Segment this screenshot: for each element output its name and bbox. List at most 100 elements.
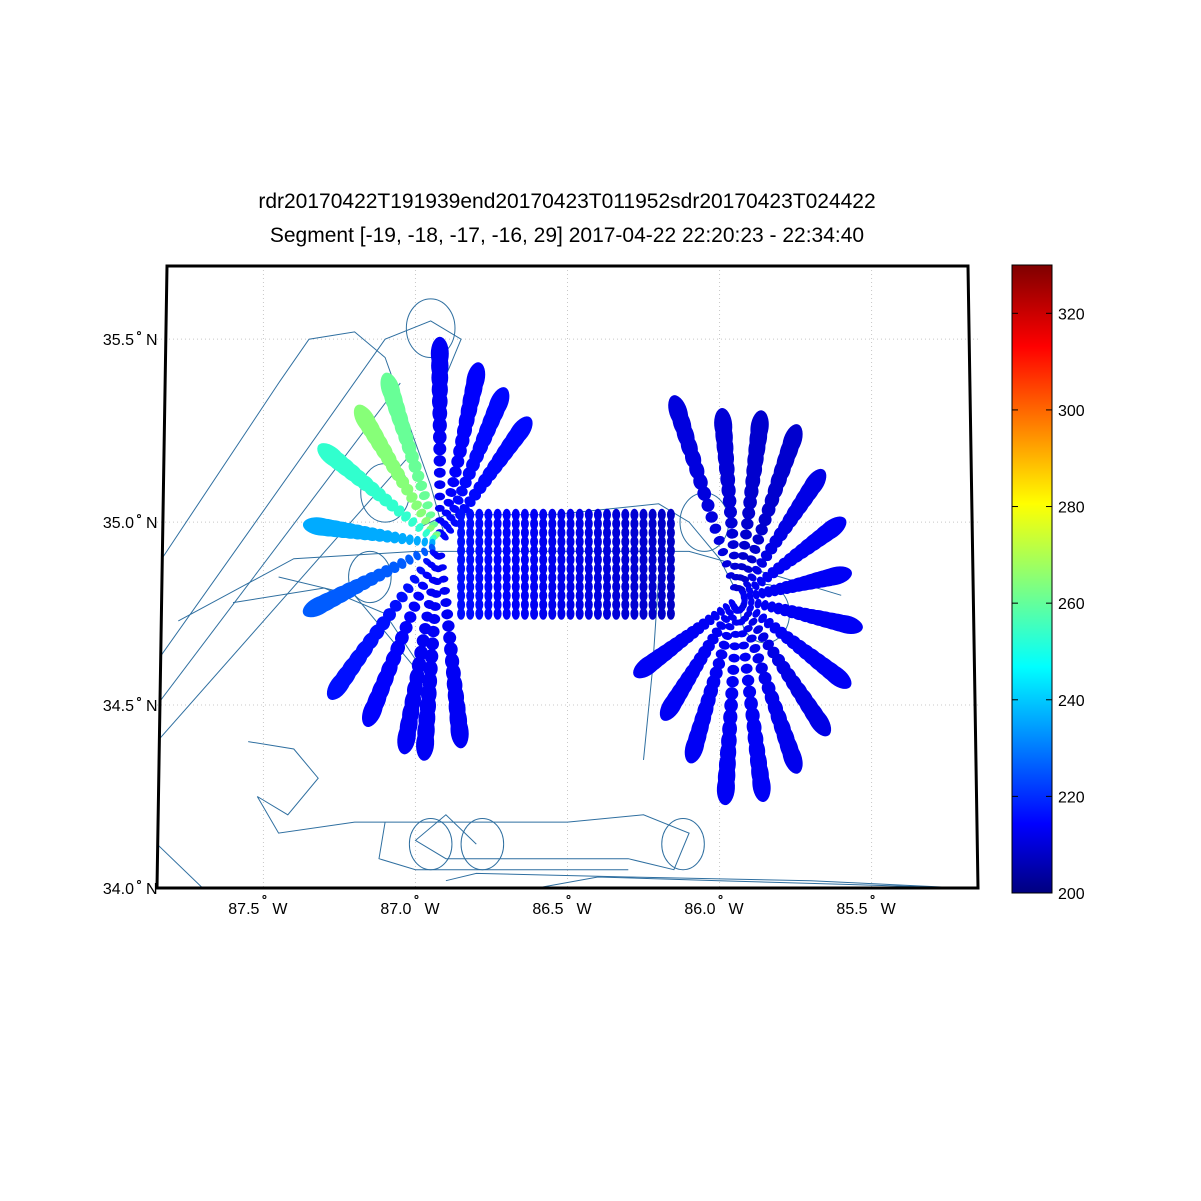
footprint	[630, 517, 639, 530]
footprint	[612, 598, 621, 611]
footprint	[743, 685, 757, 699]
footprint	[511, 508, 520, 521]
footprint	[466, 544, 475, 557]
flight-loop	[408, 817, 453, 871]
footprint	[584, 553, 593, 566]
footprint	[413, 535, 421, 546]
footprint	[502, 517, 511, 530]
footprint	[603, 562, 611, 575]
footprint	[731, 619, 741, 626]
footprint	[520, 508, 529, 521]
footprint	[621, 571, 630, 584]
footprint	[738, 641, 749, 650]
footprint	[415, 523, 424, 532]
footprint	[444, 642, 458, 657]
footprint	[716, 607, 725, 616]
footprint	[593, 571, 602, 584]
footprint	[593, 553, 602, 566]
scan-ray	[302, 543, 436, 618]
footprint	[726, 675, 739, 688]
footprint	[630, 544, 639, 557]
footprint	[484, 589, 493, 602]
footprint	[666, 589, 675, 602]
footprint	[539, 589, 548, 602]
scan-ray	[735, 607, 771, 803]
footprint	[530, 562, 539, 575]
footprint	[755, 662, 768, 675]
footprint	[648, 580, 657, 593]
footprint	[433, 455, 446, 467]
footprint	[493, 562, 502, 575]
chart-title-line1: rdr20170422T191939end20170423T011952sdr2…	[258, 190, 876, 213]
footprint	[603, 607, 611, 620]
footprint	[630, 598, 639, 611]
footprint	[408, 517, 418, 527]
footprint	[302, 594, 335, 618]
footprint	[449, 504, 460, 514]
footprint	[439, 586, 450, 595]
footprint	[621, 589, 630, 602]
footprint	[548, 535, 557, 548]
lon-hemisphere: W	[272, 901, 288, 918]
footprint	[447, 477, 460, 488]
footprint	[593, 517, 602, 530]
footprint	[666, 517, 675, 530]
footprint	[530, 508, 539, 521]
footprint	[418, 491, 430, 501]
footprint	[818, 566, 852, 586]
footprint	[557, 571, 566, 584]
footprint	[612, 544, 621, 557]
footprint	[520, 598, 529, 611]
footprint	[530, 598, 539, 611]
footprint	[493, 589, 502, 602]
footprint	[466, 607, 475, 620]
footprint	[466, 553, 475, 566]
footprint	[427, 625, 440, 638]
scan-ray	[633, 599, 736, 679]
footprint	[666, 544, 675, 557]
footprint	[466, 526, 475, 539]
footprint	[566, 571, 575, 584]
footprint	[475, 508, 484, 521]
footprint	[740, 663, 753, 674]
footprint	[709, 523, 722, 534]
footprint	[722, 603, 731, 612]
footprint	[584, 544, 593, 557]
footprint	[493, 553, 502, 566]
footprint	[657, 508, 666, 521]
footprint	[782, 424, 803, 457]
footprint	[484, 571, 493, 584]
footprint	[566, 517, 575, 530]
footprint	[621, 526, 630, 539]
footprint	[639, 580, 648, 593]
footprint	[456, 486, 468, 497]
colorbar-tick-label: 300	[1058, 403, 1085, 420]
footprint	[548, 607, 557, 620]
footprint	[743, 565, 753, 573]
footprint	[557, 553, 566, 566]
footprint	[593, 544, 602, 557]
footprint	[401, 511, 411, 522]
footprint	[621, 508, 630, 521]
map-frame	[155, 264, 980, 890]
footprint	[575, 535, 584, 548]
footprint	[530, 535, 539, 548]
footprint	[566, 580, 575, 593]
footprint	[593, 589, 602, 602]
footprint	[725, 687, 739, 701]
footprint	[466, 598, 475, 611]
footprint	[714, 408, 733, 442]
footprint	[657, 598, 666, 611]
footprint	[436, 552, 446, 559]
footprint	[548, 553, 557, 566]
footprint	[449, 466, 462, 478]
footprint	[502, 553, 511, 566]
footprint	[630, 580, 639, 593]
footprint	[566, 562, 575, 575]
footprint	[575, 544, 584, 557]
footprint	[557, 526, 566, 539]
footprint	[730, 562, 740, 570]
footprint	[466, 580, 475, 593]
scan-ray	[430, 336, 449, 536]
